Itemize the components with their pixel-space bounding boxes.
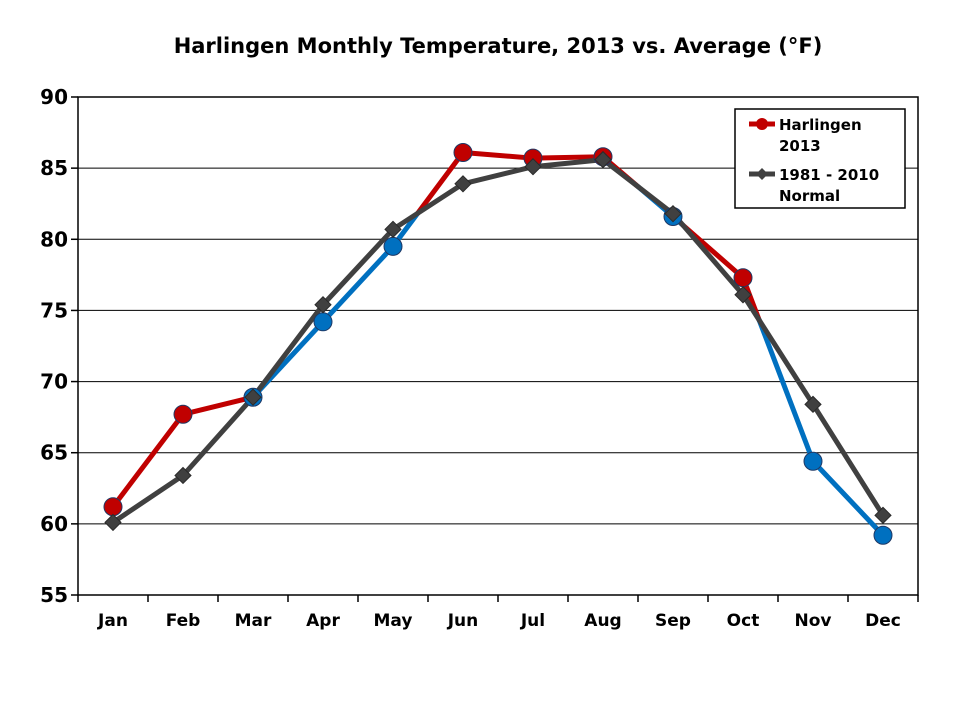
x-tick-label-jan: Jan: [97, 611, 128, 631]
normal-point-aug: [594, 150, 612, 169]
x-tick-label-oct: Oct: [727, 611, 760, 631]
harlingen-2013-line-segment: [180, 394, 256, 417]
x-tick-label-jul: Jul: [520, 611, 545, 631]
harlingen-2013-point-feb: [173, 404, 193, 424]
normal-point-jan: [104, 513, 122, 532]
normal-point-sep: [664, 204, 682, 223]
normal-point-jul: [524, 158, 542, 176]
normal-point-may: [384, 220, 402, 239]
harlingen-2013-point-may: [383, 236, 403, 256]
x-axis-tick-labels: Jan Feb Mar Apr May Jun Jul Aug Sep Oct Nov Dec: [97, 611, 901, 631]
gridlines: [78, 167, 918, 525]
harlingen-2013-line-segment: [110, 411, 186, 510]
normal-point-mar: [244, 388, 262, 406]
x-tick-label-aug: Aug: [584, 611, 621, 631]
y-tick-label-80: 80: [40, 227, 68, 251]
legend-label-harlingen-line1: Harlingen: [779, 116, 862, 134]
y-tick-label-60: 60: [40, 512, 68, 536]
harlingen-2013-line-segment: [810, 458, 886, 538]
normal-line: [111, 157, 886, 525]
harlingen-2013-point-jan: [103, 497, 123, 517]
y-tick-label-75: 75: [40, 298, 68, 322]
axes: [71, 96, 919, 602]
y-tick-label-70: 70: [40, 370, 68, 394]
harlingen-2013-line-segment: [756, 317, 816, 464]
harlingen-2013-point-oct: [733, 268, 753, 288]
y-axis-tick-labels: 55 60 65 70 75 80 85 90: [40, 85, 68, 607]
legend-marker-normal: [756, 168, 768, 180]
x-tick-label-mar: Mar: [235, 611, 272, 631]
normal-point-apr: [314, 296, 332, 314]
y-tick-label-55: 55: [40, 583, 68, 607]
x-tick-label-sep: Sep: [655, 611, 691, 631]
x-tick-label-apr: Apr: [306, 611, 340, 631]
harlingen-2013-line-segment: [320, 243, 396, 325]
normal-point-dec: [874, 506, 892, 525]
legend-marker-harlingen-2013: [756, 118, 768, 130]
normal-point-feb: [174, 466, 192, 485]
harlingen-2013-line-segment: [530, 154, 606, 161]
normal-point-oct: [734, 286, 752, 304]
x-tick-label-jun: Jun: [447, 611, 479, 631]
harlingen-2013-point-apr: [313, 312, 333, 332]
legend: Harlingen 2013 1981 - 2010 Normal: [734, 108, 906, 209]
y-tick-label-90: 90: [40, 85, 68, 109]
legend-label-normal-line1: 1981 - 2010: [779, 166, 879, 184]
series-lines: [110, 149, 886, 538]
harlingen-2013-point-jun: [453, 142, 473, 162]
normal-point-jun: [454, 175, 472, 193]
x-tick-label-feb: Feb: [166, 611, 201, 631]
x-tick-label-may: May: [374, 611, 413, 631]
normal-point-nov: [804, 395, 822, 414]
harlingen-2013-line-segment: [460, 149, 536, 161]
x-tick-label-nov: Nov: [795, 611, 832, 631]
harlingen-2013-point-dec: [873, 525, 893, 545]
legend-label-harlingen-line2: 2013: [779, 137, 821, 155]
legend-label-normal-line2: Normal: [779, 187, 840, 205]
chart-title: Harlingen Monthly Temperature, 2013 vs. …: [173, 34, 823, 58]
harlingen-2013-point-nov: [803, 451, 823, 471]
x-tick-label-dec: Dec: [865, 611, 901, 631]
series-markers: [103, 142, 893, 545]
y-tick-label-65: 65: [40, 441, 68, 465]
harlingen-2013-line-segment: [415, 149, 466, 216]
y-tick-label-85: 85: [40, 156, 68, 180]
